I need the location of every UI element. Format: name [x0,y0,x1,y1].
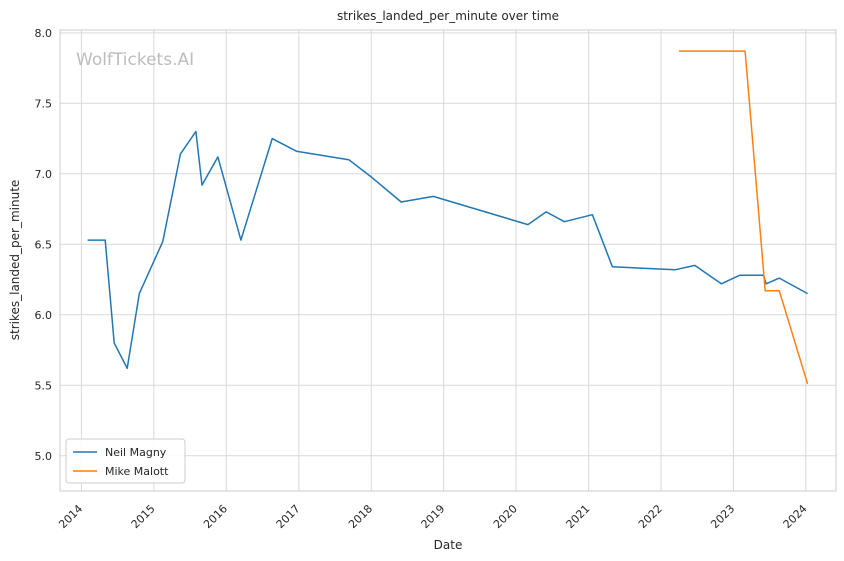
legend-label-neil-magny: Neil Magny [105,446,167,459]
series-line-neil-magny [87,130,808,370]
legend: Neil Magny Mike Malott [65,438,186,484]
y-tick-label: 7.5 [35,97,53,110]
y-tick-label: 7.0 [35,168,53,181]
y-tick-label: 5.0 [35,450,53,463]
legend-box [65,438,186,484]
series-line-mike-malott [678,50,809,385]
chart-title: strikes_landed_per_minute over time [337,9,559,23]
y-tick-label: 6.5 [35,238,53,251]
y-tick-label: 6.0 [35,309,53,322]
y-tick-label: 8.0 [35,27,53,40]
legend-label-mike-malott: Mike Malott [105,465,169,478]
y-tick-label: 5.5 [35,379,53,392]
plot-area-frame [59,29,837,492]
series-lines [87,50,809,385]
grid [60,30,836,491]
x-axis-title: Date [434,538,463,552]
y-axis-title: strikes_landed_per_minute [8,180,22,341]
watermark-text: WolfTickets.AI [76,50,194,70]
